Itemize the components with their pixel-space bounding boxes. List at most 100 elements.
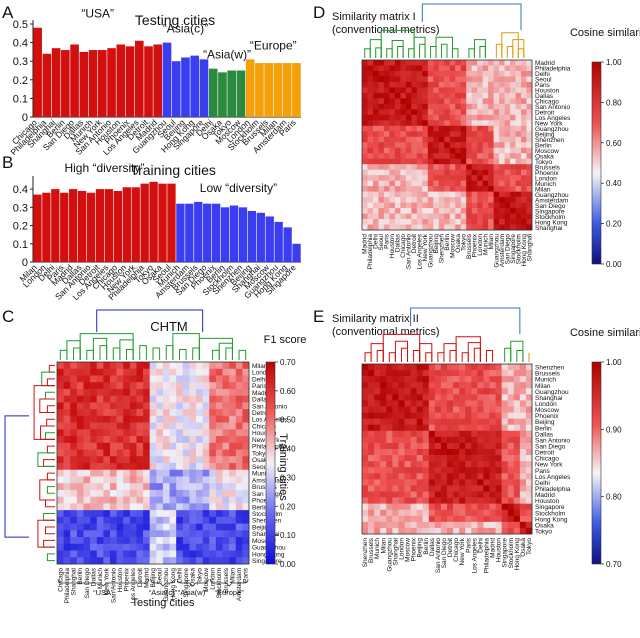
heatmap-cell xyxy=(465,467,472,474)
column-label: Phoenix xyxy=(124,567,131,591)
heatmap-cell xyxy=(416,503,424,511)
heatmap-cell xyxy=(449,202,456,209)
heatmap-cell xyxy=(116,530,124,538)
heatmap-cell xyxy=(460,98,467,105)
heatmap-cell xyxy=(513,388,521,395)
heatmap-cell xyxy=(525,521,533,529)
bar xyxy=(134,40,144,117)
heatmap-cell xyxy=(428,382,436,389)
heatmap-cell xyxy=(410,370,417,377)
heatmap-cell xyxy=(123,402,131,410)
dendrogram-link xyxy=(172,333,200,360)
heatmap-cell xyxy=(196,550,203,558)
heatmap-cell xyxy=(400,87,407,94)
heatmap-cell xyxy=(383,219,390,225)
heatmap-cell xyxy=(400,125,407,132)
heatmap-cell xyxy=(123,476,131,484)
heatmap-cell xyxy=(70,516,78,524)
heatmap-cell xyxy=(483,430,490,438)
heatmap-cell xyxy=(83,382,91,390)
heatmap-cell xyxy=(411,186,418,192)
heatmap-cell xyxy=(374,370,381,377)
heatmap-cell xyxy=(96,436,104,444)
y-tick-label: 0.2 xyxy=(13,221,28,233)
heatmap-cell xyxy=(515,180,522,187)
heatmap-cell xyxy=(362,219,368,225)
heatmap-cell xyxy=(109,375,117,383)
heatmap-cell xyxy=(57,503,64,511)
heatmap-cell xyxy=(394,164,401,170)
heatmap-cell xyxy=(235,503,243,511)
heatmap-cell xyxy=(136,395,144,403)
heatmap-cell xyxy=(76,516,84,524)
heatmap-cell xyxy=(453,382,460,389)
heatmap-cell xyxy=(515,131,522,138)
colorbar-tick-label: 0.40 xyxy=(280,445,296,454)
heatmap-cell xyxy=(507,497,515,504)
heatmap-cell xyxy=(438,169,445,176)
heatmap-cell xyxy=(372,109,379,116)
heatmap-cell xyxy=(488,98,494,105)
heatmap-cell xyxy=(483,467,490,474)
heatmap-cell xyxy=(428,521,436,529)
heatmap-cell xyxy=(471,169,478,176)
heatmap-cell xyxy=(176,530,184,538)
heatmap-cell xyxy=(63,375,71,383)
heatmap-cell xyxy=(169,496,177,504)
heatmap-cell xyxy=(416,442,424,450)
heatmap-cell xyxy=(455,109,462,116)
heatmap-cell xyxy=(202,503,210,511)
heatmap-cell xyxy=(374,394,381,401)
heatmap-cell xyxy=(378,120,385,127)
heatmap-cell xyxy=(392,430,399,438)
heatmap-cell xyxy=(149,469,157,477)
heatmap-cell xyxy=(499,98,505,105)
heatmap-cell xyxy=(83,362,91,370)
heatmap-cell xyxy=(471,418,478,426)
heatmap-cell xyxy=(488,60,494,66)
bar xyxy=(144,46,153,117)
heatmap-cell xyxy=(215,463,223,471)
column-label: Guangzhou xyxy=(163,568,170,602)
heatmap-cell xyxy=(196,368,203,376)
heatmap-cell xyxy=(433,109,440,116)
heatmap-cell xyxy=(229,550,237,558)
heatmap-cell xyxy=(449,87,456,94)
heatmap-cell xyxy=(482,125,489,132)
bar xyxy=(125,46,135,117)
heatmap-cell xyxy=(427,98,434,105)
heatmap-cell xyxy=(489,412,496,419)
heatmap-cell xyxy=(515,197,522,203)
heatmap-cell xyxy=(143,388,150,396)
heatmap-cell xyxy=(465,382,472,389)
dendrogram-link xyxy=(386,48,393,58)
heatmap-cell xyxy=(380,418,387,426)
heatmap-cell xyxy=(123,469,131,477)
heatmap-cell xyxy=(410,479,417,486)
heatmap-cell xyxy=(136,442,144,450)
heatmap-cell xyxy=(189,469,197,477)
heatmap-cell xyxy=(372,103,379,110)
bar xyxy=(238,207,248,262)
heatmap-cell xyxy=(434,370,442,377)
heatmap-cell xyxy=(499,103,505,110)
heatmap-cell xyxy=(202,543,210,551)
heatmap-cell xyxy=(63,503,71,511)
heatmap-cell xyxy=(362,60,368,66)
heatmap-cell xyxy=(182,436,190,444)
heatmap-cell xyxy=(471,527,478,535)
heatmap-cell xyxy=(416,81,423,88)
heatmap-cell xyxy=(368,442,375,450)
heatmap-cell xyxy=(374,388,381,395)
heatmap-cell xyxy=(116,489,124,497)
heatmap-cell xyxy=(389,191,396,198)
heatmap-cell xyxy=(362,436,369,444)
heatmap-cell xyxy=(466,208,472,214)
heatmap-cell xyxy=(162,496,170,504)
heatmap-cell xyxy=(526,180,533,187)
heatmap-cell xyxy=(367,87,374,94)
heatmap-cell xyxy=(526,147,533,154)
heatmap-cell xyxy=(367,147,374,154)
heatmap-cell xyxy=(411,109,418,116)
dendrogram-link xyxy=(73,347,81,360)
